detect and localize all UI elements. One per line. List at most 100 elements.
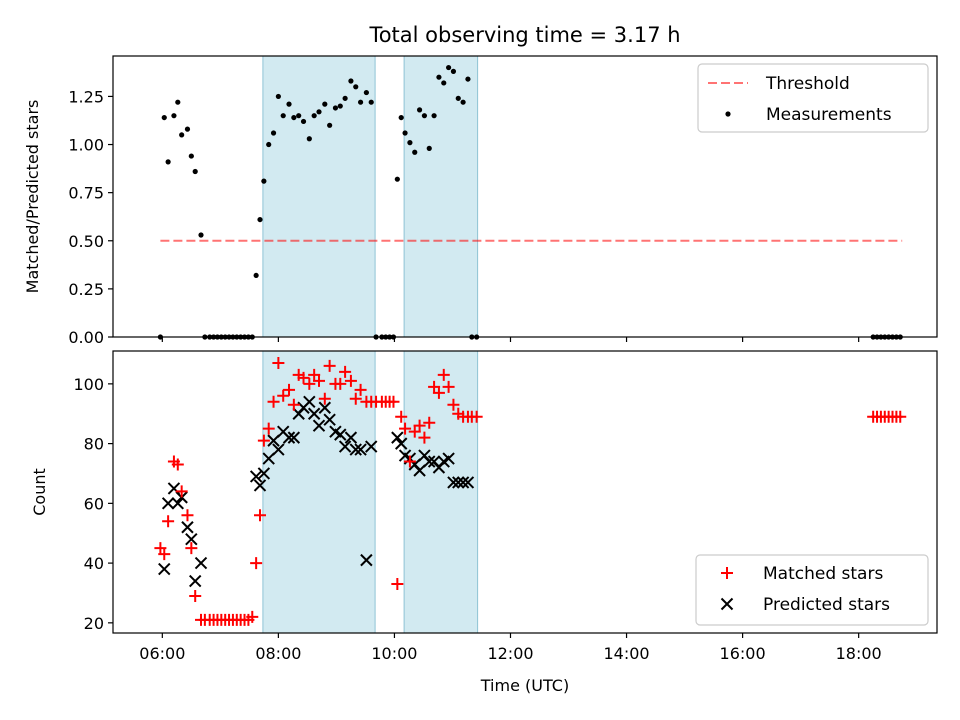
predicted-star-marker [188,574,202,588]
observing-span [262,350,376,634]
predicted-star-marker [267,434,280,447]
predicted-star-marker [354,443,367,456]
matched-star-marker [262,422,275,435]
top-plot-frame [112,55,938,338]
matched-star-marker [185,542,198,555]
matched-star-marker [313,374,325,387]
y-tick-label: 60 [84,494,104,513]
x-tick-label: 18:00 [836,644,882,663]
measurement-point [253,272,259,279]
matched-star-marker [437,368,450,381]
matched-star-marker [413,419,426,432]
matched-star-marker [423,416,436,429]
predicted-star-marker [318,401,332,414]
predicted-star-marker [423,455,436,468]
predicted-star-marker [257,467,271,480]
y-tick-label: 1.00 [68,136,104,155]
bottom-y-axis: 20 40 60 80 100 [73,375,113,633]
matched-star-marker [189,589,202,602]
measurement-point [353,84,359,90]
measurement-point [322,101,328,107]
legend-measurements-label: Measurements [766,105,892,125]
measurement-point [291,114,297,121]
measurement-point [188,153,194,159]
measurement-point [441,80,447,86]
top-observing-spans [262,55,479,338]
measurement-point [348,78,354,84]
bottom-legend: Matched stars Predicted stars [695,554,929,626]
matched-star-marker [894,410,907,423]
bottom-x-axis: 06:00 08:00 10:00 12:00 14:00 16:00 18:00 [139,633,882,663]
measurement-point [455,95,461,101]
predicted-star-marker [365,440,378,453]
x-tick-label: 08:00 [255,644,301,663]
matched-star-marker [246,610,259,623]
measurement-point [426,145,432,151]
bottom-plot-frame [112,350,938,634]
y-tick-label: 40 [84,554,104,573]
predicted-star-marker [447,476,460,489]
matched-star-marker [158,548,171,561]
predicted-star-marker [349,443,362,456]
matched-star-marker [399,422,412,435]
measurement-point [175,99,181,105]
x-tick-label: 06:00 [139,644,185,663]
x-axis-label: Time (UTC) [480,676,569,695]
measurement-point [460,99,466,105]
predicted-star-marker [360,553,373,567]
measurement-point [412,149,418,155]
measurement-point [296,113,302,119]
observing-span [403,55,479,338]
y-tick-label: 100 [73,375,104,394]
predicted-star-marker [303,395,316,408]
predicted-star-marker [323,413,336,426]
measurement-point [431,113,437,119]
matched-star-marker [175,485,188,498]
x-tick-label: 10:00 [371,644,417,663]
predicted-star-marker [158,562,171,576]
matched-star-marker [171,458,184,471]
predicted-star-marker [394,437,408,450]
matched-star-marker [323,359,336,372]
matched-star-marker [272,356,285,369]
matched-star-marker [257,434,270,447]
top-legend: Threshold Measurements [697,63,929,133]
matched-star-marker [349,392,362,405]
y-tick-label: 80 [84,435,104,454]
predicted-star-marker [344,431,358,444]
y-tick-label: 0.50 [68,232,104,251]
measurement-point [450,68,457,74]
matched-star-marker [344,374,357,387]
predicted-star-marker [287,431,301,444]
matched-star-marker [283,383,296,396]
legend-matched-label: Matched stars [763,564,883,584]
predicted-star-marker [312,419,326,432]
top-x-axis [161,337,860,342]
matched-star-marker [432,386,445,399]
measurement-point [192,168,198,175]
measurement-point [332,105,339,111]
measurement-point [198,232,204,238]
predicted-star-marker [338,440,352,453]
top-y-axis-label: Matched/Predicted stars [23,100,42,294]
matched-star-marker [391,578,404,591]
matched-star-marker [318,392,331,405]
predicted-star-marker [181,521,194,534]
measurement-point [257,216,263,223]
matched-star-marker [395,410,408,423]
y-tick-label: 0.75 [68,184,104,203]
measurement-point [184,126,191,132]
x-tick-label: 16:00 [720,644,766,663]
matched-star-marker [303,377,316,390]
measurement-point [286,101,292,107]
matched-star-marker [277,389,290,402]
matched-star-marker [403,455,416,468]
x-tick-label: 12:00 [487,644,533,663]
measurement-point [436,74,442,80]
measurement-point [327,122,333,128]
matched-star-marker [287,398,300,411]
bottom-y-axis-label: Count [30,468,49,516]
legend-threshold-label: Threshold [765,74,850,94]
measurement-point [280,113,286,119]
